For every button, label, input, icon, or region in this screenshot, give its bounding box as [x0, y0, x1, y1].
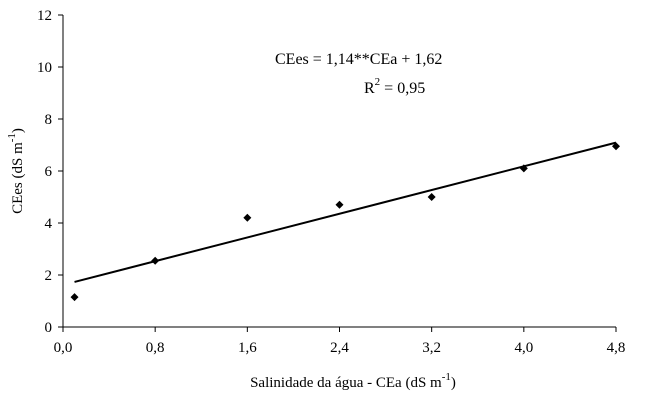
- y-axis-label-superscript: -1: [6, 133, 18, 142]
- r-squared-superscript: 2: [375, 76, 381, 88]
- y-tick-label: 4: [45, 216, 53, 232]
- y-tick-label: 2: [45, 268, 53, 284]
- data-point: [427, 193, 436, 201]
- data-point: [151, 256, 160, 265]
- x-tick-label: 3,2: [422, 340, 441, 356]
- tick-marks: [58, 14, 617, 332]
- y-tick-label: 12: [37, 8, 52, 24]
- x-tick-label: 4,8: [607, 340, 626, 356]
- y-tick-label: 6: [45, 164, 53, 180]
- y-tick-label: 0: [45, 320, 53, 336]
- x-tick-label: 4,0: [514, 340, 533, 356]
- y-axis-label-text: CEes (dS m: [10, 142, 26, 214]
- x-axis-label: Salinidade da água - CEa (dS m-1): [250, 371, 456, 391]
- x-axis-label-end: ): [451, 375, 456, 391]
- x-axis-label-superscript: -1: [442, 371, 451, 383]
- equation-label: CEes = 1,14**CEa + 1,62: [275, 51, 442, 68]
- data-point: [70, 293, 79, 302]
- trendline-group: [74, 141, 617, 283]
- r-squared-symbol: R: [364, 80, 375, 97]
- y-tick-label: 8: [45, 112, 53, 128]
- data-point: [612, 142, 620, 151]
- x-tick-label: 1,6: [238, 340, 257, 356]
- data-point: [335, 200, 344, 209]
- trendline: [74, 141, 617, 283]
- y-tick-label: 10: [37, 60, 52, 76]
- x-tick-label: 0,0: [54, 340, 73, 356]
- data-point: [519, 164, 528, 173]
- x-axis-label-text: Salinidade da água - CEa (dS m: [250, 375, 442, 391]
- r-squared-label: R2 = 0,95: [364, 76, 425, 97]
- x-tick-label: 0,8: [146, 340, 165, 356]
- r-squared-value: = 0,95: [380, 80, 425, 97]
- y-axis-label-end: ): [10, 128, 26, 133]
- tick-labels: 0,0 0,8 1,6 2,4 3,2 4,0 4,8 0 2 4 6 8 10 12: [37, 8, 625, 356]
- data-point: [243, 213, 252, 222]
- x-tick-label: 2,4: [330, 340, 349, 356]
- y-axis-label: CEes (dS m-1): [6, 128, 26, 214]
- data-points: [70, 142, 620, 302]
